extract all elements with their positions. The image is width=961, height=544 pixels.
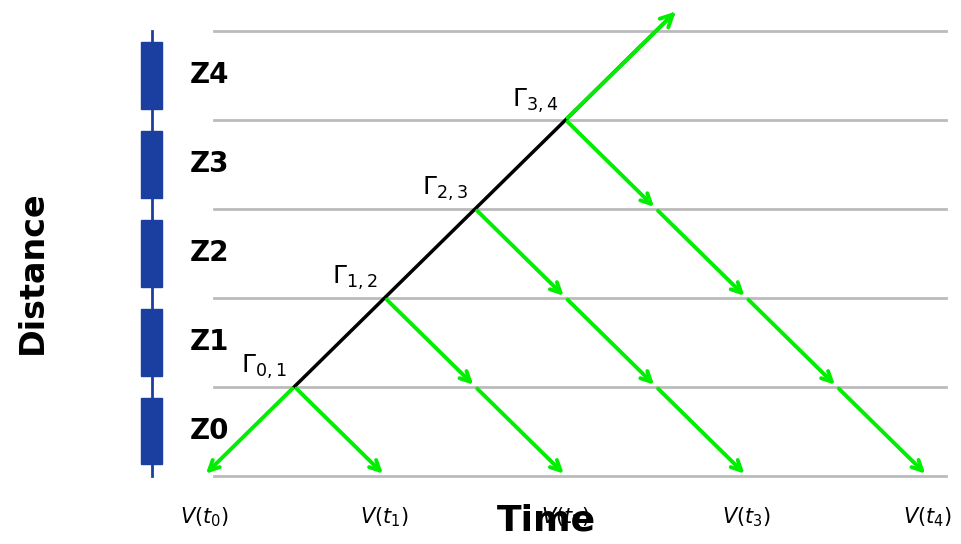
Text: Z4: Z4 [189,61,229,89]
Text: Time: Time [497,503,596,537]
Bar [141,131,162,197]
Text: $V(t_1)$: $V(t_1)$ [360,505,408,529]
Bar [141,42,162,109]
Text: $V(t_0)$: $V(t_0)$ [180,505,228,529]
Text: $V(t_2)$: $V(t_2)$ [541,505,589,529]
Text: Z2: Z2 [189,239,229,267]
Text: $\Gamma_{0,1}$: $\Gamma_{0,1}$ [241,353,286,381]
Text: Z0: Z0 [189,417,229,445]
Text: Z1: Z1 [189,328,229,356]
Text: $V(t_4)$: $V(t_4)$ [901,505,950,529]
Text: Distance: Distance [16,190,49,354]
Bar [141,220,162,287]
Text: $\Gamma_{2,3}$: $\Gamma_{2,3}$ [421,175,467,203]
Text: Z3: Z3 [189,150,229,178]
Text: $\Gamma_{3,4}$: $\Gamma_{3,4}$ [511,86,557,115]
Text: $\Gamma_{1,2}$: $\Gamma_{1,2}$ [332,264,377,292]
Bar [141,398,162,465]
Bar [141,309,162,375]
Text: $V(t_3)$: $V(t_3)$ [722,505,770,529]
